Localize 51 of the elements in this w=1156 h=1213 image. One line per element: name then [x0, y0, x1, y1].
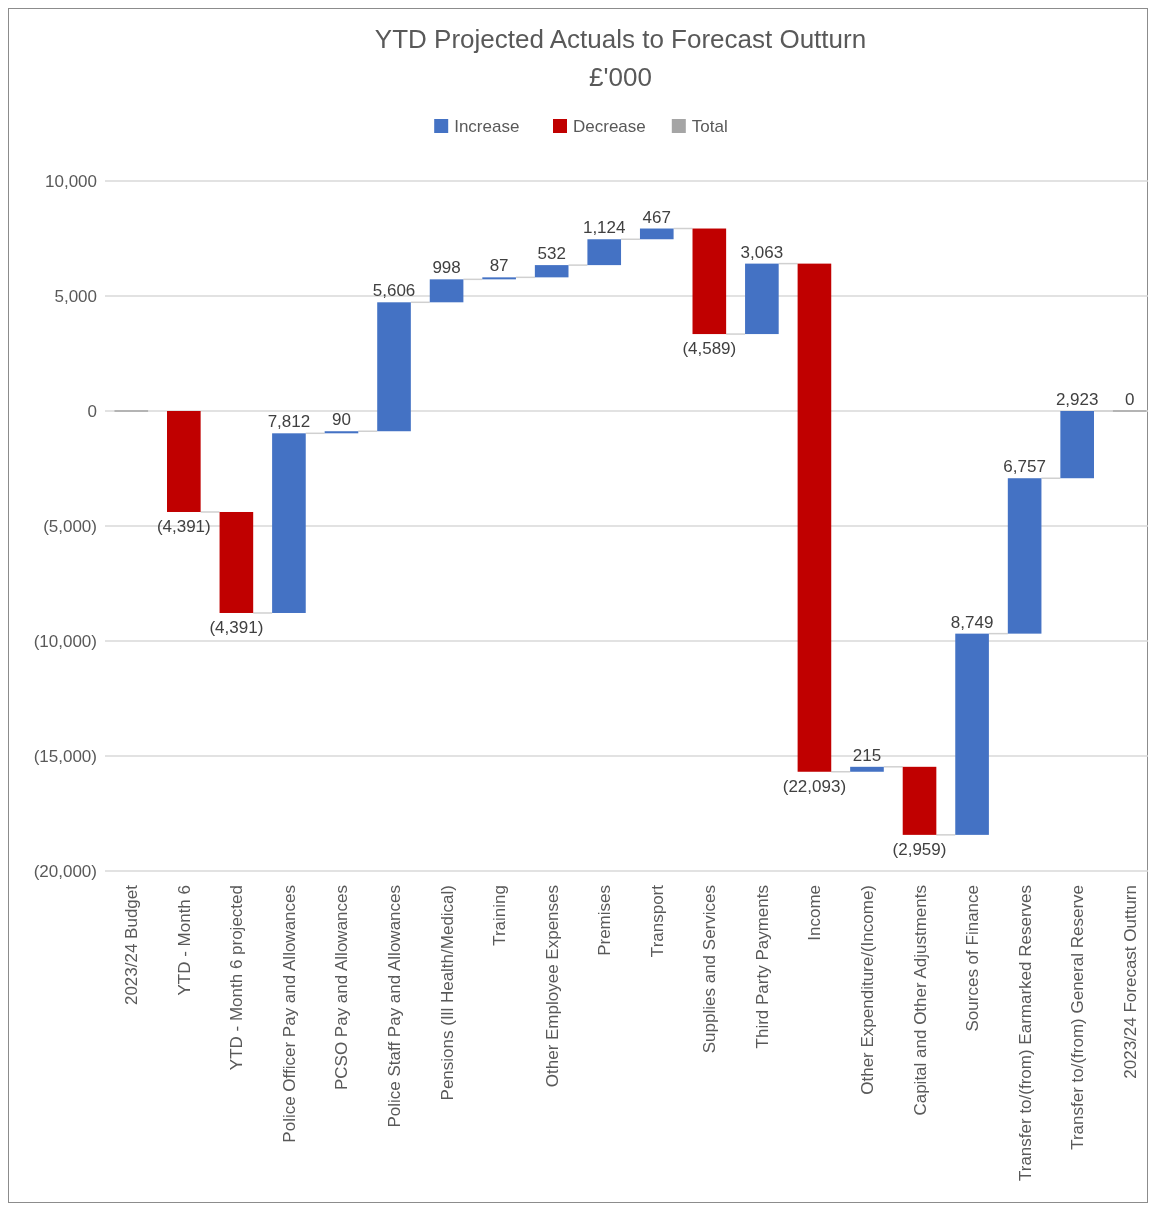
y-tick-label: (15,000): [33, 747, 97, 766]
data-label: (4,391): [209, 617, 264, 637]
x-tick-label: 2023/24 Budget: [122, 884, 142, 1006]
x-tick-label: PCSO Pay and Allowances: [332, 885, 352, 1091]
legend-label: Increase: [454, 117, 520, 136]
x-tick-label: Police Staff Pay and Allowances: [385, 885, 405, 1128]
y-tick-label: 10,000: [45, 172, 97, 191]
data-label: 6,757: [1003, 457, 1046, 477]
x-tick-label: Other Employee Expenses: [542, 885, 562, 1088]
data-label: (2,959): [892, 839, 947, 859]
data-label: 1,124: [582, 218, 626, 238]
data-label: (4,391): [156, 516, 211, 536]
x-tick-label: Third Party Payments: [752, 885, 772, 1049]
y-tick-label: (5,000): [43, 517, 97, 536]
data-label: 0: [1124, 390, 1135, 409]
data-label: (22,093): [782, 776, 847, 796]
chart-title: YTD Projected Actuals to Forecast Outturn: [374, 24, 867, 54]
x-tick-label: Transport: [647, 884, 667, 958]
data-label: 8,749: [950, 612, 994, 632]
x-tick-label: Premises: [595, 885, 615, 956]
chart-subtitle: £'000: [589, 62, 652, 92]
x-tick-label: Transfer to/(from) General Reserve: [1068, 885, 1088, 1150]
data-label: 7,812: [267, 412, 311, 432]
x-tick-label: YTD - Month 6: [174, 885, 194, 996]
x-tick-label: Income: [805, 885, 825, 941]
y-tick-label: (20,000): [33, 862, 97, 881]
data-label: 2,923: [1055, 390, 1099, 409]
data-label: 5,606: [372, 281, 416, 301]
legend-label: Total: [691, 117, 728, 136]
x-tick-label: 2023/24 Forecast Outturn: [1120, 885, 1140, 1079]
x-tick-label: Sources of Finance: [963, 885, 983, 1032]
x-tick-label: YTD - Month 6 projected: [227, 885, 247, 1071]
data-label: 3,063: [740, 242, 784, 262]
data-label: 215: [852, 745, 882, 765]
x-tick-label: Police Officer Pay and Allowances: [279, 885, 299, 1143]
x-tick-label: Supplies and Services: [700, 885, 720, 1054]
legend-label: Decrease: [573, 117, 646, 136]
data-label: 87: [489, 256, 509, 276]
x-tick-label: Transfer to/(from) Earmarked Reserves: [1015, 885, 1035, 1181]
x-tick-label: Capital and Other Adjustments: [910, 885, 930, 1116]
data-label: 532: [537, 244, 566, 264]
x-tick-label: Pensions (Ill Health/Medical): [437, 885, 457, 1101]
data-label: (4,589): [682, 339, 737, 359]
data-label: 90: [332, 410, 351, 430]
x-tick-label: Training: [490, 885, 510, 946]
y-tick-label: (10,000): [33, 632, 97, 651]
data-label: 998: [432, 258, 461, 278]
x-tick-label: Other Expenditure/(Income): [857, 885, 877, 1095]
y-tick-label: 5,000: [54, 287, 97, 306]
y-tick-label: 0: [87, 402, 97, 421]
data-label: 467: [642, 207, 671, 227]
